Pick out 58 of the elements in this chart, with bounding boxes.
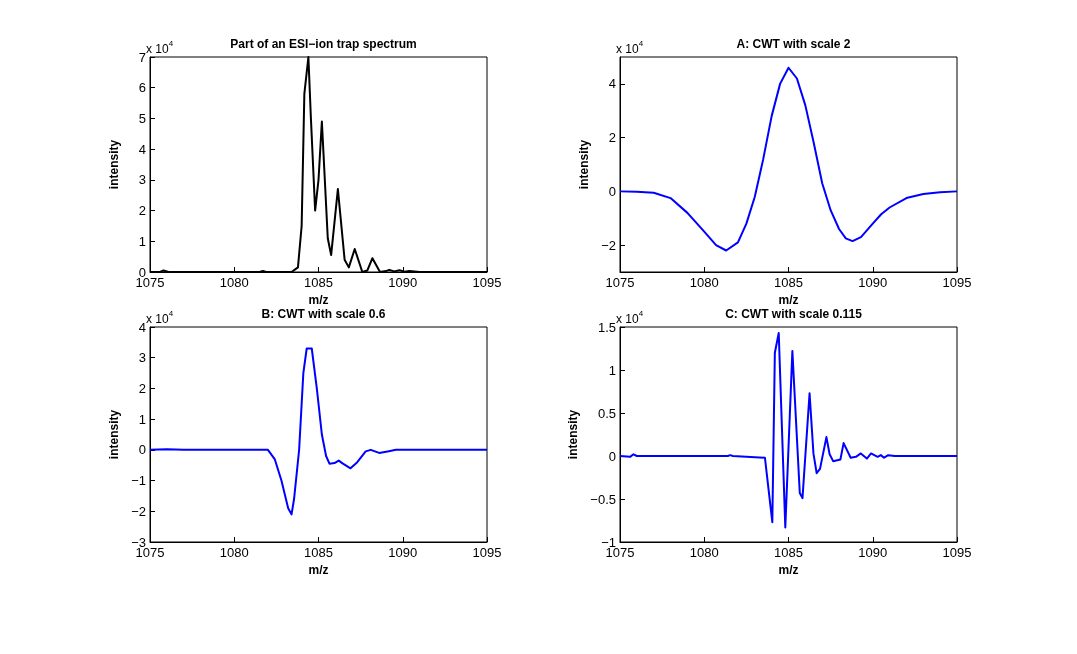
y-tick-label: −2 [131,503,146,519]
x-tick-label: 1075 [135,545,165,560]
y-tick-label: −2 [601,237,616,253]
y-axis-title: intensity [107,409,121,460]
y-axis-title: intensity [577,139,591,190]
x-tick-label: 1095 [472,545,502,560]
y-tick-label: 0.5 [597,405,616,421]
x-tick-label: 1080 [219,275,249,290]
x-axis-title: m/z [308,293,329,307]
x-tick-label: 1095 [472,275,502,290]
y-tick-label: 2 [138,380,146,396]
x-tick-label: 1080 [689,275,719,290]
y-tick-label: 3 [138,172,146,188]
x-tick-label: 1085 [774,545,803,560]
x-axis-title: m/z [308,563,329,577]
y-tick-label: 7 [138,49,146,65]
x-axis-title: m/z [778,293,799,307]
line-series [619,66,958,252]
x-tick-label: 1090 [388,545,418,560]
y-tick-label: 1 [138,233,146,249]
x-axis-title: m/z [778,563,799,577]
x-tick-label: 1090 [858,545,888,560]
line-series [619,332,958,529]
x-tick-label: 1075 [135,275,165,290]
x-tick-label: 1095 [942,275,972,290]
y-axis-title: intensity [107,139,121,190]
y-tick-label: 0 [608,183,616,199]
chart-title: B: CWT with scale 0.6 [261,307,386,321]
y-tick-label: 0 [138,442,146,458]
x-tick-label: 1075 [605,275,635,290]
x-tick-label: 1085 [304,545,333,560]
x-tick-label: 1085 [304,275,333,290]
y-tick-label: 1 [608,362,616,378]
y-tick-label: 0 [608,448,616,464]
x-tick-label: 1085 [774,275,803,290]
y-tick-label: −0.5 [590,491,616,507]
chart-title: C: CWT with scale 0.115 [725,307,863,321]
x-tick-label: 1080 [689,545,719,560]
y-tick-label: 6 [138,80,146,96]
y-tick-label: 2 [608,130,616,146]
x-tick-label: 1080 [219,545,249,560]
y-axis-title: intensity [566,409,581,460]
x-tick-label: 1090 [858,275,888,290]
y-tick-label: 3 [138,350,146,366]
x-tick-label: 1095 [942,545,972,560]
x-tick-label: 1075 [605,545,635,560]
y-tick-label: 5 [138,110,146,126]
y-tick-label: 4 [608,76,616,92]
y-tick-label: 4 [138,141,146,157]
y-tick-label: 1 [138,411,146,427]
y-tick-label: 4 [138,319,146,335]
x-tick-label: 1090 [388,275,418,290]
chart-title: Part of an ESI−ion trap spectrum [230,37,417,51]
chart-title: A: CWT with scale 2 [736,37,851,51]
line-series [149,347,488,516]
y-tick-label: 1.5 [597,319,616,335]
y-tick-label: −1 [131,473,146,489]
y-tick-label: 2 [138,203,146,219]
